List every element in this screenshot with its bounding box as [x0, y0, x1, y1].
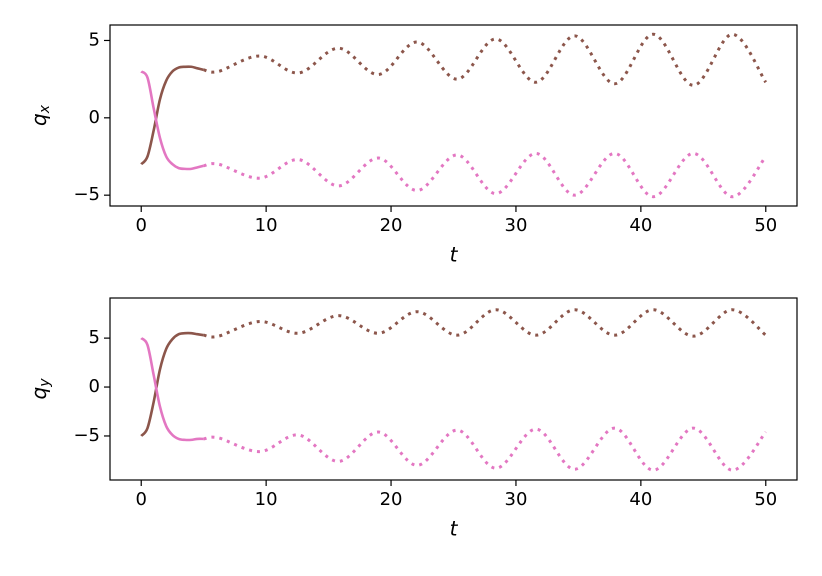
- y-axis-label: qy: [27, 378, 54, 400]
- y-label-base: q: [27, 387, 51, 400]
- data-line: [203, 32, 768, 87]
- data-line: [140, 331, 204, 437]
- y-tick-label: 5: [89, 29, 100, 50]
- x-tick-label: 40: [629, 489, 652, 510]
- axes-frame: [109, 24, 798, 207]
- x-tick-label: 20: [380, 489, 403, 510]
- subplot: 0 10 20 30 40 50 −5 0 5 t qx: [27, 24, 798, 267]
- x-axis-label: t: [450, 517, 459, 541]
- subplot: 0 10 20 30 40 50 −5 0 5 t qy: [27, 297, 798, 541]
- y-tick-label: −5: [73, 425, 100, 446]
- y-label-base: q: [27, 113, 51, 126]
- data-line: [140, 70, 204, 171]
- x-tick-label: 30: [505, 215, 528, 236]
- plot-area: [140, 32, 768, 199]
- y-tick-label: −5: [73, 184, 100, 205]
- y-axis-label: qx: [27, 104, 54, 126]
- data-line: [140, 337, 204, 442]
- x-tick-label: 20: [380, 215, 403, 236]
- y-tick-label: 0: [89, 376, 100, 397]
- data-line: [203, 308, 767, 339]
- plot-area: [140, 308, 767, 472]
- x-tick-label: 50: [754, 489, 777, 510]
- y-label-subscript: y: [37, 378, 53, 388]
- x-axis-label: t: [450, 243, 459, 267]
- x-tick-label: 30: [505, 489, 528, 510]
- x-tick-label: 0: [136, 215, 147, 236]
- x-tick-label: 40: [629, 215, 652, 236]
- y-label-subscript: x: [37, 104, 53, 114]
- x-tick-label: 10: [255, 215, 278, 236]
- data-line: [140, 65, 204, 166]
- data-line: [203, 151, 767, 199]
- data-line: [203, 426, 767, 472]
- axes-frame: [109, 297, 798, 481]
- y-tick-label: 5: [89, 327, 100, 348]
- y-tick-label: 0: [89, 107, 100, 128]
- x-tick-label: 50: [754, 215, 777, 236]
- x-tick-label: 0: [136, 489, 147, 510]
- x-tick-label: 10: [255, 489, 278, 510]
